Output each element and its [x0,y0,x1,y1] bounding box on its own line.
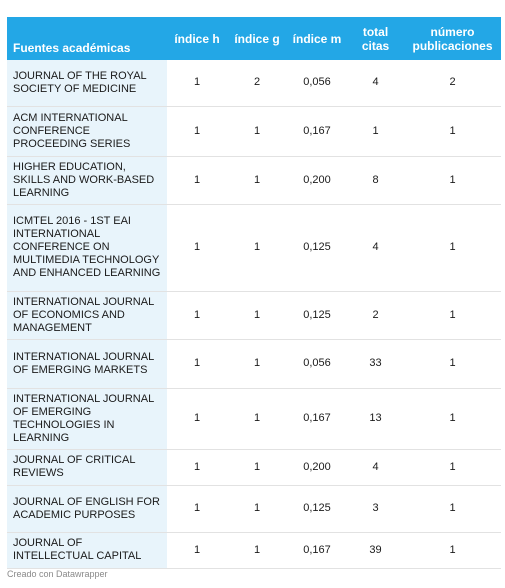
cell-total-citas: 3 [347,485,404,533]
header-indice-g: índice g [227,17,287,60]
cell-source: JOURNAL OF CRITICAL REVIEWS [7,449,167,486]
cell-indice-g: 2 [227,60,287,107]
cell-total-citas: 4 [347,449,404,486]
cell-numero-publicaciones: 1 [404,291,501,340]
cell-source: HIGHER EDUCATION, SKILLS AND WORK-BASED … [7,156,167,205]
table-row: ICMTEL 2016 - 1ST EAI INTERNATIONAL CONF… [7,204,501,292]
cell-indice-g: 1 [227,204,287,292]
cell-source: JOURNAL OF INTELLECTUAL CAPITAL [7,532,167,569]
cell-indice-g: 1 [227,339,287,389]
cell-total-citas: 1 [347,106,404,157]
cell-source: ICMTEL 2016 - 1ST EAI INTERNATIONAL CONF… [7,204,167,292]
table-row: INTERNATIONAL JOURNAL OF ECONOMICS AND M… [7,291,501,340]
cell-numero-publicaciones: 1 [404,532,501,569]
cell-indice-m: 0,056 [287,60,347,107]
cell-numero-publicaciones: 1 [404,339,501,389]
cell-indice-g: 1 [227,106,287,157]
header-fuentes: Fuentes académicas [7,17,167,60]
cell-total-citas: 8 [347,156,404,205]
header-indice-h: índice h [167,17,227,60]
table-row: JOURNAL OF INTELLECTUAL CAPITAL 1 1 0,16… [7,532,501,569]
cell-numero-publicaciones: 1 [404,106,501,157]
cell-indice-g: 1 [227,388,287,450]
cell-indice-h: 1 [167,106,227,157]
cell-total-citas: 2 [347,291,404,340]
cell-source: JOURNAL OF THE ROYAL SOCIETY OF MEDICINE [7,60,167,107]
cell-indice-m: 0,125 [287,204,347,292]
table-row: HIGHER EDUCATION, SKILLS AND WORK-BASED … [7,156,501,205]
cell-indice-g: 1 [227,449,287,486]
cell-indice-m: 0,200 [287,156,347,205]
header-total-citas: total citas [347,17,404,60]
cell-source: INTERNATIONAL JOURNAL OF EMERGING TECHNO… [7,388,167,450]
header-row: Fuentes académicas índice h índice g índ… [7,17,501,60]
cell-indice-m: 0,167 [287,106,347,157]
header-indice-m: índice m [287,17,347,60]
cell-indice-m: 0,125 [287,485,347,533]
cell-total-citas: 4 [347,204,404,292]
cell-indice-g: 1 [227,291,287,340]
cell-numero-publicaciones: 2 [404,60,501,107]
cell-source: INTERNATIONAL JOURNAL OF EMERGING MARKET… [7,339,167,389]
cell-total-citas: 13 [347,388,404,450]
cell-indice-h: 1 [167,204,227,292]
data-table: Fuentes académicas índice h índice g índ… [7,17,501,569]
cell-indice-h: 1 [167,339,227,389]
cell-numero-publicaciones: 1 [404,156,501,205]
cell-indice-h: 1 [167,449,227,486]
table-row: JOURNAL OF CRITICAL REVIEWS 1 1 0,200 4 … [7,449,501,486]
cell-indice-m: 0,125 [287,291,347,340]
cell-indice-h: 1 [167,388,227,450]
cell-indice-h: 1 [167,291,227,340]
cell-indice-h: 1 [167,532,227,569]
cell-numero-publicaciones: 1 [404,449,501,486]
cell-indice-h: 1 [167,60,227,107]
cell-indice-g: 1 [227,485,287,533]
credit-footer: Creado con Datawrapper [7,569,108,579]
header-numero-publicaciones: número publicaciones [404,17,501,60]
table-row: INTERNATIONAL JOURNAL OF EMERGING MARKET… [7,339,501,389]
cell-indice-m: 0,167 [287,388,347,450]
table-row: ACM INTERNATIONAL CONFERENCE PROCEEDING … [7,106,501,157]
table-row: JOURNAL OF THE ROYAL SOCIETY OF MEDICINE… [7,60,501,107]
cell-numero-publicaciones: 1 [404,204,501,292]
cell-total-citas: 4 [347,60,404,107]
cell-indice-m: 0,200 [287,449,347,486]
cell-total-citas: 39 [347,532,404,569]
table-row: INTERNATIONAL JOURNAL OF EMERGING TECHNO… [7,388,501,450]
cell-indice-m: 0,056 [287,339,347,389]
cell-source: ACM INTERNATIONAL CONFERENCE PROCEEDING … [7,106,167,157]
cell-indice-h: 1 [167,156,227,205]
cell-indice-m: 0,167 [287,532,347,569]
cell-indice-g: 1 [227,532,287,569]
cell-source: INTERNATIONAL JOURNAL OF ECONOMICS AND M… [7,291,167,340]
table-row: JOURNAL OF ENGLISH FOR ACADEMIC PURPOSES… [7,485,501,533]
cell-indice-h: 1 [167,485,227,533]
cell-numero-publicaciones: 1 [404,485,501,533]
cell-source: JOURNAL OF ENGLISH FOR ACADEMIC PURPOSES [7,485,167,533]
cell-total-citas: 33 [347,339,404,389]
cell-indice-g: 1 [227,156,287,205]
cell-numero-publicaciones: 1 [404,388,501,450]
